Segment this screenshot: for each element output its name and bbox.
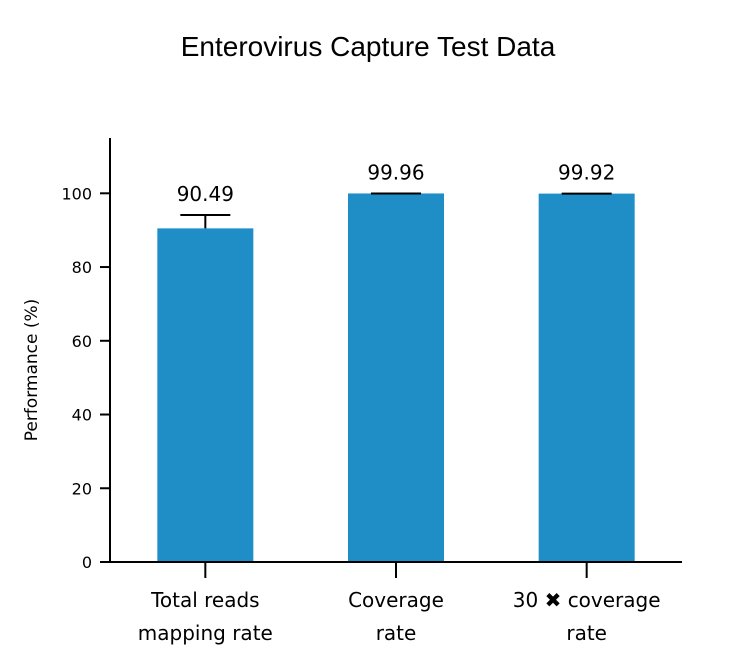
bars-group	[157, 193, 635, 562]
x-tick-label: mapping rate	[138, 621, 273, 645]
data-label: 99.96	[367, 160, 424, 184]
x-tick-label: 30 ✖ coverage	[513, 588, 661, 612]
x-axis-categories: Total reads mapping rate Coverage rate 30 ✖ …	[138, 562, 661, 645]
data-labels-group: 90.49 99.96 99.92	[177, 160, 616, 206]
chart-title: Enterovirus Capture Test Data	[181, 31, 556, 62]
y-tick-label: 100	[61, 184, 92, 203]
y-axis-label: Performance (%)	[22, 299, 42, 442]
x-tick-label: Total reads	[150, 588, 260, 612]
bar	[348, 193, 444, 562]
y-axis: 0 20 40 60 80 100	[61, 184, 110, 572]
y-tick-label: 80	[72, 258, 92, 277]
x-tick-label: Coverage	[348, 588, 444, 612]
data-label: 99.92	[558, 161, 615, 185]
error-bars-group	[180, 192, 612, 229]
y-tick-label: 20	[72, 479, 92, 498]
data-label: 90.49	[177, 182, 234, 206]
x-tick-label: rate	[376, 621, 417, 645]
y-tick-label: 40	[72, 406, 92, 425]
x-tick-label: rate	[566, 621, 607, 645]
bar	[157, 228, 254, 562]
y-tick-label: 0	[82, 553, 92, 572]
y-tick-label: 60	[72, 332, 92, 351]
bar	[538, 193, 635, 562]
